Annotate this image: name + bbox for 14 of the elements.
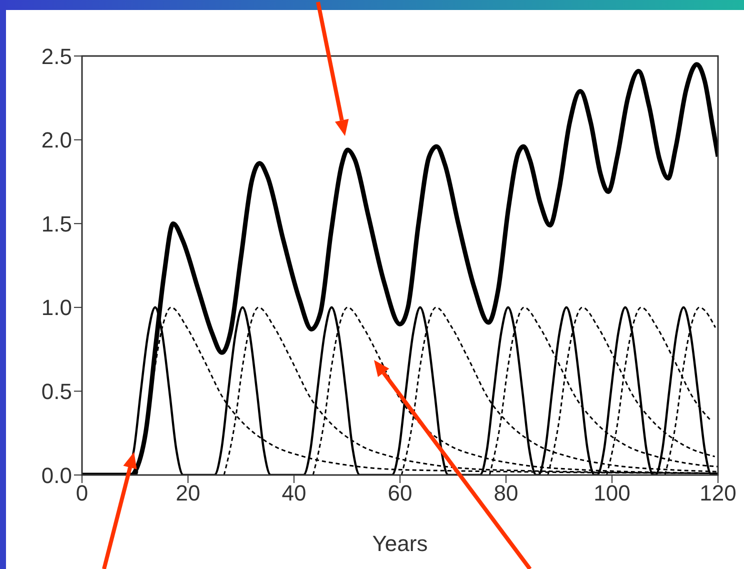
x-tick-label: 100 (594, 480, 630, 506)
x-tick-label: 60 (388, 480, 412, 506)
y-tick-label: 2.0 (41, 128, 72, 153)
x-axis-title: Years (372, 531, 428, 556)
y-tick-label: 1.0 (41, 295, 72, 320)
y-tick-label: 0.5 (41, 379, 72, 404)
x-tick-label: 40 (282, 480, 306, 506)
x-tick-label: 20 (176, 480, 200, 506)
y-tick-label: 1.5 (41, 211, 72, 236)
y-tick-label: 2.5 (41, 44, 72, 69)
y-tick-label: 0.0 (41, 462, 72, 488)
x-tick-label: 120 (700, 480, 736, 506)
x-tick-label: 80 (494, 480, 518, 506)
x-tick-label: 0 (76, 480, 88, 506)
